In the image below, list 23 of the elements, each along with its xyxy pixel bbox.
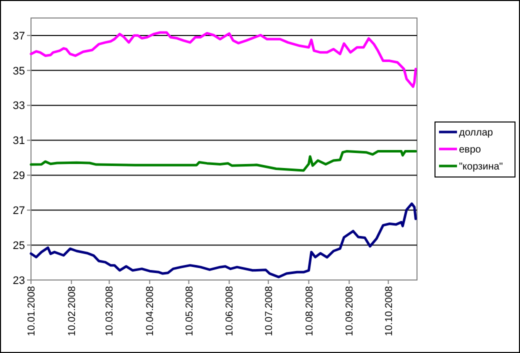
x-tick-label: 10.07.2008 [264,286,275,336]
x-tick-label: 10.04.2008 [145,286,156,336]
y-tick-label: 31 [12,135,25,148]
legend-label: "корзина" [459,162,504,172]
y-tick-label: 23 [12,274,25,287]
y-tick-label: 27 [12,204,25,217]
x-tick-label: 10.02.2008 [66,286,78,336]
x-tick-label: 10.09.2008 [344,286,356,336]
x-tick-label: 10.08.2008 [304,286,316,336]
x-tick-label: 10.03.2008 [104,286,116,336]
y-tick-label: 33 [12,100,25,112]
x-tick-label: 10.01.2008 [26,286,38,336]
legend-label: доллар [459,128,494,138]
x-tick-label: 10.10.2008 [384,286,395,336]
line-series [30,150,417,172]
y-tick-label: 29 [12,170,25,182]
legend-label: евро [459,144,482,156]
y-tick-label: 37 [12,30,25,42]
y-tick-label: 35 [12,65,25,78]
y-tick-label: 25 [12,240,25,252]
x-tick-label: 10.06.2008 [224,286,236,336]
line-series [30,31,417,88]
x-tick-label: 10.05.2008 [184,286,196,336]
